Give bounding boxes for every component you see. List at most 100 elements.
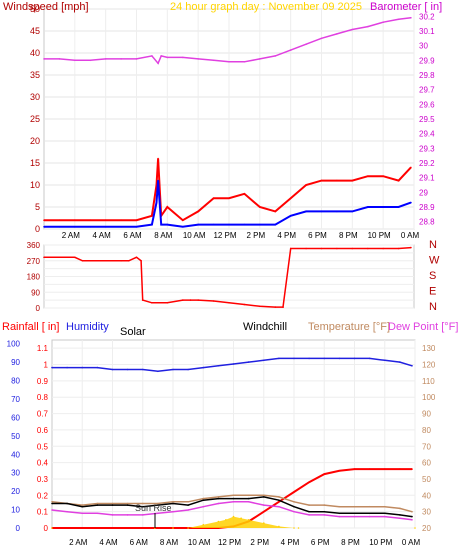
gust-point	[274, 210, 277, 213]
baro-point	[89, 59, 92, 62]
dewpoint-point	[384, 515, 386, 518]
gust-point	[397, 179, 400, 182]
humidity-tick-label: 80	[11, 377, 20, 386]
baro-tick-label: 29.6	[419, 100, 435, 109]
avg-point	[336, 210, 338, 213]
windchill-point	[202, 499, 205, 502]
windchill-point	[411, 515, 413, 518]
humidity-point	[66, 366, 68, 369]
time-tick-label: 4 AM	[93, 231, 112, 240]
compass-label: S	[429, 270, 436, 282]
temp-point	[293, 501, 295, 503]
direction-tick-label: 90	[31, 288, 40, 297]
temp-point	[51, 501, 53, 503]
time-tick-label: 4 PM	[277, 231, 296, 240]
humidity-point	[384, 359, 386, 362]
temp-point	[217, 496, 220, 498]
humidity-point	[411, 365, 413, 367]
solar-point	[263, 522, 265, 524]
solar-area	[52, 516, 415, 528]
baro-point	[243, 61, 246, 63]
humidity-point	[368, 357, 371, 360]
windchill-point	[187, 504, 189, 506]
humidity-point	[51, 366, 53, 369]
legend-rainfall: Rainfall [ in]	[2, 321, 59, 333]
gust-point	[135, 219, 138, 221]
legend-temperature: Temperature [°F]	[308, 321, 390, 333]
baro-point	[228, 61, 230, 63]
windchill-point	[217, 497, 220, 500]
gust-point	[410, 166, 412, 169]
gust-point	[197, 210, 199, 213]
avg-point	[74, 226, 76, 228]
chart-title: 24 hour graph day : November 09 2025	[170, 1, 362, 13]
wind-time-labels: 2 AM 4 AM 6 AM 8 AM 10 AM 12 PM 2 PM 4 PM 6 PM 8 …	[62, 231, 420, 240]
avg-point	[305, 210, 307, 213]
dewpoint-point	[51, 509, 53, 511]
direction-point	[43, 256, 45, 259]
avg-point	[289, 215, 292, 217]
baro-point	[382, 21, 385, 24]
direction-point	[228, 302, 230, 304]
humidity-point	[338, 357, 341, 360]
baro-point	[197, 58, 199, 60]
baro-tick-label: 29.5	[419, 115, 435, 124]
avg-line	[44, 180, 412, 228]
humidity-point	[172, 368, 174, 371]
avg-point	[89, 226, 92, 228]
baro-point	[305, 43, 307, 45]
direction-point	[120, 260, 122, 262]
direction-point	[197, 299, 199, 301]
rain-point	[368, 468, 371, 470]
avg-point	[155, 201, 158, 204]
windchill-point	[172, 502, 174, 505]
solar-point	[187, 527, 189, 529]
dewpoint-point	[202, 505, 205, 508]
dewpoint-point	[263, 504, 265, 506]
dewpoint-point	[172, 510, 174, 513]
direction-point	[382, 247, 385, 250]
humidity-point	[263, 359, 265, 362]
baro-point	[104, 58, 107, 60]
temp-point	[232, 494, 235, 497]
humidity-point	[323, 357, 326, 360]
direction-point	[212, 300, 215, 302]
temp-point	[368, 505, 371, 508]
windchill-point	[399, 514, 401, 516]
rain-tick-label: 1	[44, 361, 49, 370]
avg-point	[212, 223, 215, 226]
compass-label: W	[429, 255, 440, 267]
legend-solar: Solar	[120, 326, 146, 338]
baro-axis-labels: 28.8 28.9 29 29.1 29.2 29.3 29.4 29.5 29.6 29.7 29…	[419, 12, 435, 226]
temp-point	[411, 510, 413, 513]
dewpoint-point	[232, 501, 235, 503]
rain-point	[323, 473, 326, 475]
baro-point	[274, 55, 277, 57]
avg-point	[320, 210, 323, 213]
dewpoint-point	[308, 514, 310, 516]
temp-point	[263, 494, 265, 497]
gust-point	[89, 219, 92, 221]
wind-axis-labels: 0 5 10 15 20 25 30 35 40 45 50	[30, 4, 40, 234]
avg-point	[367, 206, 369, 208]
legend-windchill: Windchill	[243, 321, 287, 333]
temp-point	[278, 496, 280, 498]
wind-grid	[44, 8, 415, 230]
temperature-tick-label: 40	[422, 491, 431, 500]
baro-point	[212, 59, 215, 62]
baro-point	[157, 62, 159, 65]
direction-axis-labels: 0 90 180 270 360	[27, 241, 41, 313]
humidity-point	[278, 357, 280, 360]
wind-tick-label: 30	[30, 92, 40, 102]
direction-point	[151, 302, 153, 304]
dewpoint-point	[217, 502, 220, 505]
humidity-point	[157, 370, 159, 373]
humidity-tick-label: 30	[11, 469, 20, 478]
time-tick-label: 6 AM	[123, 231, 142, 240]
temperature-tick-label: 130	[422, 344, 436, 353]
temp-point	[81, 504, 84, 506]
baro-point	[289, 49, 292, 51]
baro-tick-label: 29.1	[419, 174, 435, 183]
direction-point	[259, 305, 261, 308]
temp-point	[353, 505, 356, 508]
